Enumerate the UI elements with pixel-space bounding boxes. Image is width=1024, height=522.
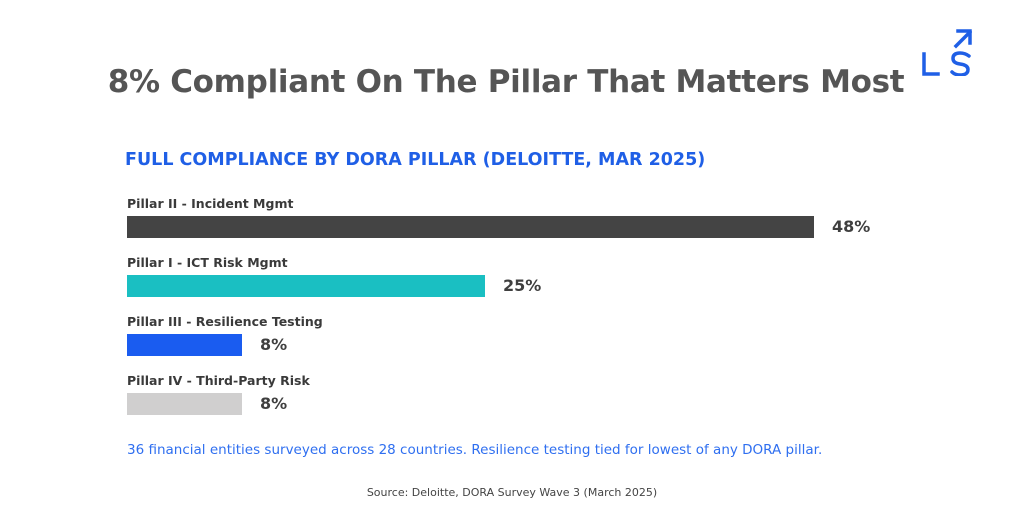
category-label: Pillar IV - Third-Party Risk	[127, 373, 310, 388]
bar	[127, 216, 814, 238]
bar	[127, 275, 485, 297]
category-label: Pillar I - ICT Risk Mgmt	[127, 255, 288, 270]
value-label: 8%	[260, 394, 288, 413]
bar	[127, 393, 242, 415]
page-title: 8% Compliant On The Pillar That Matters …	[107, 64, 905, 100]
value-label: 48%	[832, 217, 871, 236]
source-citation: Source: Deloitte, DORA Survey Wave 3 (Ma…	[366, 486, 658, 499]
category-label: Pillar II - Incident Mgmt	[127, 196, 294, 211]
value-label: 25%	[503, 276, 542, 295]
ls-logo-icon	[922, 29, 973, 77]
bar	[127, 334, 242, 356]
value-label: 8%	[260, 335, 288, 354]
chart-title: FULL COMPLIANCE BY DORA PILLAR (DELOITTE…	[125, 150, 706, 170]
brand-logo	[920, 24, 973, 77]
category-label: Pillar III - Resilience Testing	[127, 314, 323, 329]
footnote: 36 financial entities surveyed across 28…	[127, 442, 823, 458]
